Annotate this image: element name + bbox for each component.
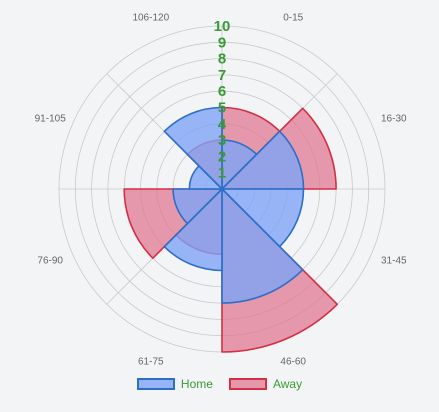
series-layer bbox=[123, 106, 339, 353]
sector-home-31-45[interactable] bbox=[221, 188, 305, 248]
radial-tick-label: 8 bbox=[218, 51, 226, 68]
category-label: 31-45 bbox=[381, 256, 407, 267]
category-label: 91-105 bbox=[35, 113, 67, 124]
category-label: 61-75 bbox=[138, 356, 164, 367]
category-label: 76-90 bbox=[37, 256, 63, 267]
radial-tick-label: 3 bbox=[218, 132, 226, 149]
radial-tick-label: 1 bbox=[218, 165, 226, 182]
category-label: 0-15 bbox=[283, 13, 303, 24]
sector-home-46-60[interactable] bbox=[221, 188, 304, 304]
legend-swatch-away bbox=[228, 378, 267, 390]
sector-home-16-30[interactable] bbox=[221, 130, 305, 190]
legend-item-away[interactable]: Away bbox=[228, 377, 303, 391]
sector-home-76-90[interactable] bbox=[172, 188, 223, 225]
legend-swatch-home bbox=[136, 378, 175, 390]
category-label: 16-30 bbox=[381, 113, 407, 124]
radial-tick-label: 9 bbox=[218, 34, 226, 51]
category-label: 106-120 bbox=[132, 13, 169, 24]
category-label: 46-60 bbox=[280, 356, 306, 367]
radial-tick-label: 4 bbox=[218, 116, 227, 133]
legend-label-home: Home bbox=[180, 377, 213, 391]
radial-tick-label: 7 bbox=[218, 67, 226, 84]
legend: Home Away bbox=[0, 374, 439, 394]
legend-label-away: Away bbox=[272, 377, 303, 391]
legend-item-home[interactable]: Home bbox=[136, 377, 213, 391]
sector-home-106-120[interactable] bbox=[163, 106, 223, 190]
category-label-layer: 0-15 16-30 31-45 46-60 61-75 76-90 91-105 106-1… bbox=[35, 13, 407, 368]
sector-home-61-75[interactable] bbox=[163, 188, 223, 272]
radial-tick-label: 5 bbox=[218, 100, 226, 117]
radial-tick-label: 10 bbox=[214, 18, 231, 35]
radial-tick-label: 2 bbox=[218, 148, 226, 165]
radial-tick-label: 6 bbox=[218, 83, 226, 100]
